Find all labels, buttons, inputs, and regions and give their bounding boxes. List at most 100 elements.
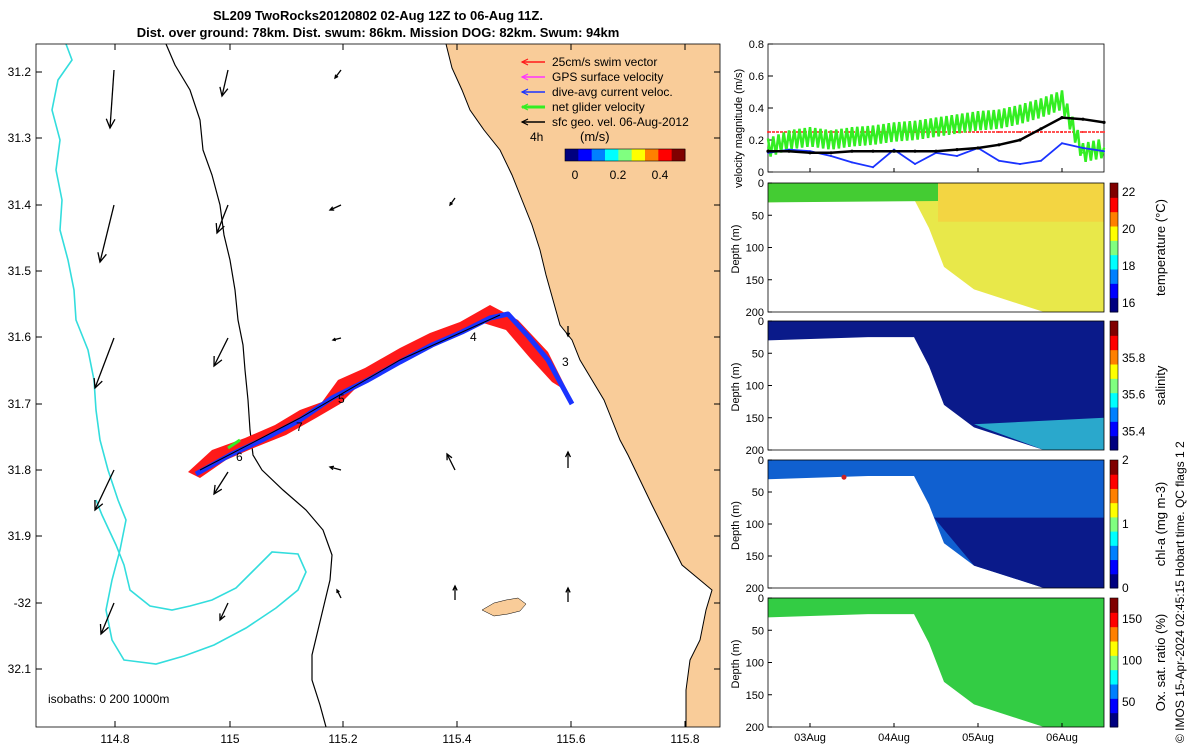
lon-tick-label: 114.8: [100, 732, 129, 746]
section-colorbar-segment: [1110, 226, 1118, 241]
section-colorbar-segment: [1110, 435, 1118, 451]
sfc-geo-arrow: [94, 337, 115, 389]
section-band: [768, 183, 938, 203]
scale-label: 4h: [530, 130, 543, 144]
sfc-geo-arrowhead: [213, 355, 223, 368]
colorbar-segment: [671, 149, 686, 161]
lat-tick-label: 31.9: [8, 529, 32, 543]
legend-arrowhead: [520, 88, 529, 96]
vel-point: [1019, 113, 1021, 116]
section-y-tick-label: 100: [746, 658, 764, 670]
sfc-geo-arrow: [446, 453, 456, 471]
section-cbar-tick-label: 35.8: [1122, 351, 1146, 365]
day-label: 5: [338, 392, 345, 406]
section-x-tick-label: 03Aug: [794, 732, 826, 744]
lon-tick-label: 115.6: [556, 732, 585, 746]
glider-track: [188, 305, 575, 478]
section-colorbar-segment: [1110, 698, 1118, 714]
vel-point: [935, 131, 937, 133]
vel-point: [830, 139, 832, 141]
vel-y-tick-label: 0: [758, 167, 764, 179]
section-colorbar-segment: [1110, 378, 1118, 394]
section-colorbar-segment: [1110, 364, 1118, 379]
section-colorbar-segment: [1110, 211, 1118, 227]
vel-point: [1103, 131, 1105, 133]
colorbar-tick-label: 0: [572, 168, 579, 182]
vel-y-tick-label: 0.4: [749, 103, 764, 115]
sfc-geo-arrow: [329, 466, 342, 471]
lon-tick-label: 115: [220, 732, 239, 746]
section-colorbar-segment: [1110, 531, 1118, 546]
vel-point: [997, 143, 1001, 147]
section-y-tick-label: 150: [746, 551, 764, 563]
vel-point: [977, 131, 979, 133]
colorbar-segment: [618, 149, 633, 161]
swim-vectors-band: [188, 305, 568, 478]
lat-tick-label: 32.1: [8, 662, 32, 676]
legend-label: 25cm/s swim vector: [552, 55, 657, 69]
title-line-1: SL209 TwoRocks20120802 02-Aug 12Z to 06-…: [213, 8, 543, 23]
section-colorbar-segment: [1110, 297, 1118, 313]
sfc-geo-arrowhead: [328, 465, 335, 471]
section-cbar-tick-label: 1: [1122, 517, 1129, 531]
section-cbar-tick-label: 50: [1122, 695, 1136, 709]
section-data-field: [768, 321, 1104, 450]
isobath-0-coastline: [445, 44, 713, 727]
legend-label: dive-avg current veloc.: [552, 85, 673, 99]
sfc-geo-arrow: [109, 69, 115, 129]
sfc-geo-arrowhead: [331, 337, 336, 342]
vel-point: [1018, 138, 1022, 142]
section-y-tick-label: 100: [746, 519, 764, 531]
section-colorbar-segment: [1110, 598, 1118, 613]
map-colorbar: 0 0.2 0.4: [564, 148, 686, 182]
section-y-tick-label: 50: [752, 210, 764, 222]
section-colorbar-frame: [1109, 182, 1119, 313]
sfc-geo-arrowhead: [336, 588, 340, 594]
section-band: [974, 417, 1104, 450]
vel-point: [767, 131, 769, 133]
section-colorbar-segment: [1110, 474, 1118, 489]
velocity-panel: 0 0.2 0.4 0.6 0.8 velocity magnitude (m/s): [733, 39, 1106, 188]
sfc-geo-arrowhead: [452, 584, 458, 591]
vel-point: [956, 123, 958, 125]
section-y-label: Depth (m): [730, 501, 742, 550]
section-y-tick-label: 200: [746, 722, 764, 734]
day-label: 6: [236, 450, 243, 464]
colorbar-frame: [564, 148, 686, 162]
sfc-geo-arrowhead: [213, 484, 223, 496]
sfc-geo-arrow: [213, 337, 229, 367]
section-band: [938, 183, 1104, 222]
colorbar-segment: [631, 149, 646, 161]
sfc-geo-track: [199, 314, 501, 471]
section-colorbar-segment: [1110, 183, 1118, 198]
vel-point: [893, 131, 895, 133]
lon-tick-label: 115.8: [670, 732, 699, 746]
map-frame: [35, 43, 721, 728]
vel-point: [998, 131, 1000, 133]
vel-point: [913, 149, 917, 153]
section-colorbar-segment: [1110, 573, 1118, 589]
vel-y-label: velocity magnitude (m/s): [733, 69, 745, 188]
vel-point: [998, 159, 1000, 162]
vel-point: [955, 148, 959, 152]
land: [446, 44, 720, 727]
sfc-geo-arrow: [99, 204, 115, 263]
section-colorbar-segment: [1110, 392, 1118, 408]
isobath-1000: [51, 44, 307, 665]
day-label: 4: [470, 330, 477, 344]
vel-point: [1061, 131, 1063, 133]
section-colorbar-segment: [1110, 502, 1118, 518]
sfc-geo-arrowhead: [219, 86, 229, 98]
colorbar-segment: [645, 149, 659, 161]
vel-point: [829, 151, 833, 155]
sfc-geo-arrow: [216, 204, 229, 234]
isobaths-label: isobaths: 0 200 1000m: [48, 692, 169, 706]
section-cbar-label: salinity: [1153, 365, 1168, 405]
footer-credit: © IMOS 15-Apr-2024 02:45:15 Hobart time.…: [1173, 441, 1187, 743]
vel-point: [1040, 107, 1042, 109]
vel-point: [766, 149, 770, 153]
section-cbar-tick-label: 20: [1122, 222, 1136, 236]
vel-point: [1019, 131, 1021, 133]
vel-y-tick-label: 0.2: [749, 135, 764, 147]
